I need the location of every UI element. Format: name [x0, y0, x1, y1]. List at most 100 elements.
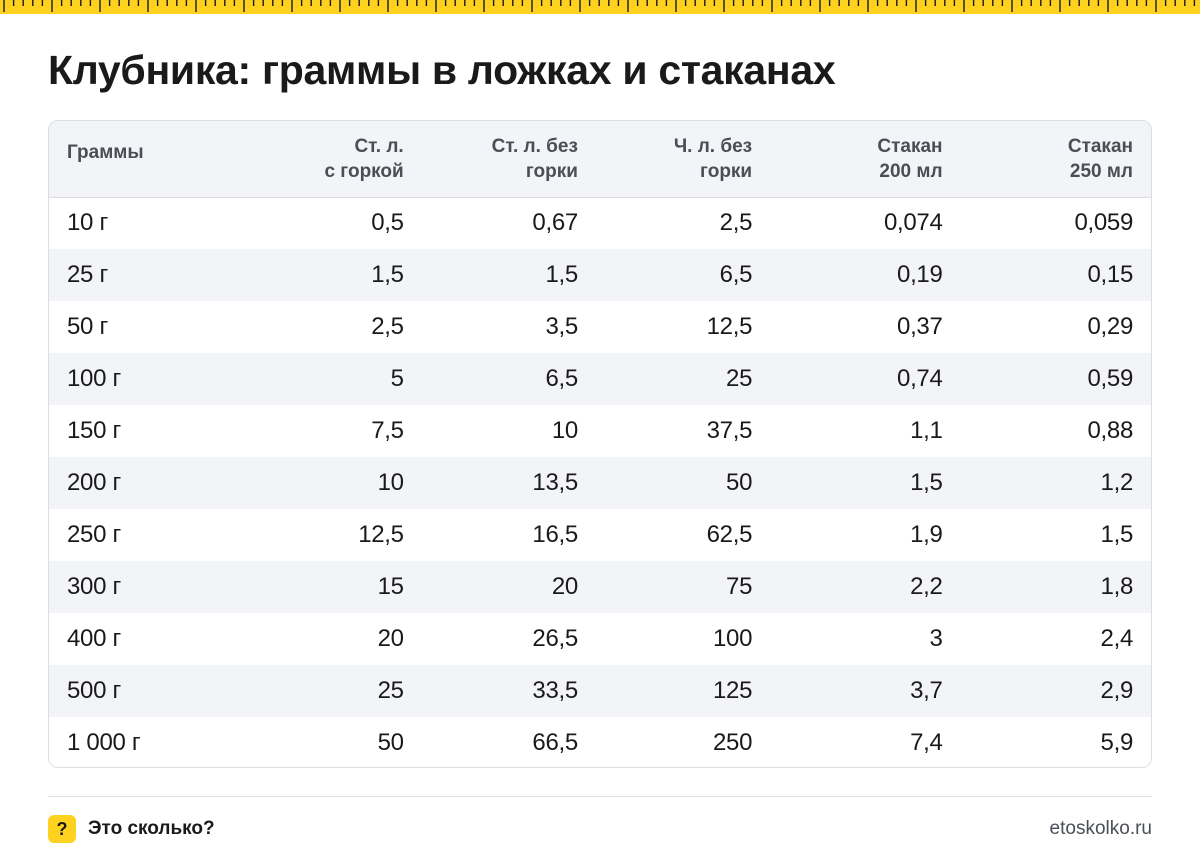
value-cell: 1,8: [1100, 573, 1134, 600]
grams-cell: 300 г: [67, 573, 121, 600]
value-cell: 1,1: [910, 417, 943, 444]
value-cell: 10: [551, 417, 578, 444]
value-cell: 12,5: [358, 521, 404, 548]
table-row: 400 г 20 26,5 100 3 2,4: [49, 613, 1151, 665]
table-row: 300 г 15 20 75 2,2 1,8: [49, 561, 1151, 613]
value-cell: 10: [377, 469, 404, 496]
grams-cell: 10 г: [67, 209, 108, 237]
grams-cell: 400 г: [67, 625, 121, 652]
value-cell: 13,5: [532, 469, 578, 496]
column-header-line: 200 мл: [879, 160, 943, 182]
value-cell: 1,5: [910, 469, 943, 496]
footer-divider: [48, 796, 1152, 797]
grams-cell: 50 г: [67, 313, 108, 340]
table-row: 25 г 1,5 1,5 6,5 0,19 0,15: [49, 249, 1151, 301]
column-header: Стакан 250 мл: [960, 121, 1151, 198]
value-cell: 0,19: [897, 261, 943, 288]
value-cell: 0,5: [371, 209, 404, 237]
table-row: 250 г 12,5 16,5 62,5 1,9 1,5: [49, 509, 1151, 561]
value-cell: 66,5: [532, 729, 578, 756]
table-row: 50 г 2,5 3,5 12,5 0,37 0,29: [49, 301, 1151, 353]
table-row: 200 г 10 13,5 50 1,5 1,2: [49, 457, 1151, 509]
value-cell: 5,9: [1100, 729, 1134, 756]
value-cell: 1,5: [545, 261, 578, 288]
value-cell: 5: [390, 365, 404, 392]
column-header-line: Стакан: [877, 135, 943, 157]
column-header-line: 250 мл: [1069, 160, 1133, 182]
value-cell: 33,5: [532, 677, 578, 704]
column-header-line: с горкой: [324, 160, 404, 182]
grams-cell: 500 г: [67, 677, 121, 704]
value-cell: 0,59: [1087, 365, 1133, 392]
column-header: Ст. л. с горкой: [247, 121, 422, 198]
value-cell: 26,5: [532, 625, 578, 652]
column-header-line: Граммы: [67, 142, 144, 163]
value-cell: 0,074: [883, 209, 943, 237]
value-cell: 2,5: [719, 209, 753, 237]
value-cell: 100: [712, 625, 753, 652]
column-header-line: горки: [525, 160, 578, 182]
value-cell: 0,74: [897, 365, 943, 392]
value-cell: 2,9: [1100, 677, 1134, 704]
conversion-table-card: Граммы Ст. л. с горкой Ст. л. без горки Ч. л.…: [48, 120, 1152, 768]
footer-brand: ? Это сколько?: [48, 815, 215, 843]
column-header-line: Стакан: [1067, 135, 1133, 157]
grams-cell: 25 г: [67, 261, 108, 288]
value-cell: 2,2: [910, 573, 943, 600]
value-cell: 0,88: [1087, 417, 1133, 444]
value-cell: 6,5: [545, 365, 578, 392]
value-cell: 7,4: [910, 729, 943, 756]
table-row: 500 г 25 33,5 125 3,7 2,9: [49, 665, 1151, 717]
value-cell: 1,9: [910, 521, 943, 548]
value-cell: 3,7: [910, 677, 943, 704]
table-header-row: Граммы Ст. л. с горкой Ст. л. без горки Ч. л.…: [49, 121, 1151, 198]
page-title: Клубника: граммы в ложках и стаканах: [48, 47, 836, 93]
column-header-line: Ст. л.: [354, 135, 404, 157]
value-cell: 125: [712, 677, 753, 704]
value-cell: 3: [929, 625, 943, 652]
table-body: 10 г 0,5 0,67 2,5 0,074 0,059 25 г 1,5 1,5 6,5 0,1…: [49, 197, 1151, 767]
column-header-line: Ч. л. без: [673, 135, 753, 157]
column-header: Ч. л. без горки: [595, 121, 771, 198]
value-cell: 25: [377, 677, 404, 704]
column-header: Ст. л. без горки: [421, 121, 596, 198]
value-cell: 7,5: [371, 417, 404, 444]
grams-cell: 200 г: [67, 469, 121, 496]
value-cell: 16,5: [532, 521, 578, 548]
column-header: Стакан 200 мл: [770, 121, 961, 198]
table-header: Граммы Ст. л. с горкой Ст. л. без горки Ч. л.…: [49, 121, 1151, 198]
value-cell: 0,15: [1087, 261, 1133, 288]
value-cell: 250: [712, 729, 753, 756]
column-header-line: Ст. л. без: [491, 135, 578, 157]
value-cell: 1,5: [1100, 521, 1134, 548]
value-cell: 1,2: [1100, 469, 1134, 496]
value-cell: 20: [551, 573, 578, 600]
value-cell: 20: [377, 625, 404, 652]
conversion-table: Граммы Ст. л. с горкой Ст. л. без горки Ч. л.…: [49, 121, 1151, 767]
ruler-decoration: [0, 0, 1200, 14]
site-link[interactable]: etoskolko.ru: [1049, 818, 1152, 839]
table-row: 150 г 7,5 10 37,5 1,1 0,88: [49, 405, 1151, 457]
column-header: Граммы: [49, 121, 248, 198]
value-cell: 15: [377, 573, 404, 600]
value-cell: 0,67: [532, 209, 578, 237]
value-cell: 6,5: [719, 261, 753, 288]
value-cell: 37,5: [706, 417, 753, 444]
value-cell: 50: [377, 729, 404, 756]
value-cell: 12,5: [706, 313, 753, 340]
value-cell: 3,5: [545, 313, 578, 340]
value-cell: 0,29: [1087, 313, 1133, 340]
value-cell: 2,5: [371, 313, 404, 340]
value-cell: 0,059: [1074, 209, 1133, 237]
grams-cell: 150 г: [67, 417, 121, 444]
table-row: 100 г 5 6,5 25 0,74 0,59: [49, 353, 1151, 405]
value-cell: 62,5: [706, 521, 753, 548]
grams-cell: 100 г: [67, 365, 121, 392]
question-mark-icon: ?: [48, 815, 76, 843]
table-row: 1 000 г 50 66,5 250 7,4 5,9: [49, 717, 1151, 767]
column-header-line: горки: [700, 160, 753, 182]
grams-cell: 1 000 г: [67, 729, 141, 756]
value-cell: 75: [726, 573, 753, 600]
value-cell: 0,37: [897, 313, 943, 340]
value-cell: 2,4: [1100, 625, 1134, 652]
